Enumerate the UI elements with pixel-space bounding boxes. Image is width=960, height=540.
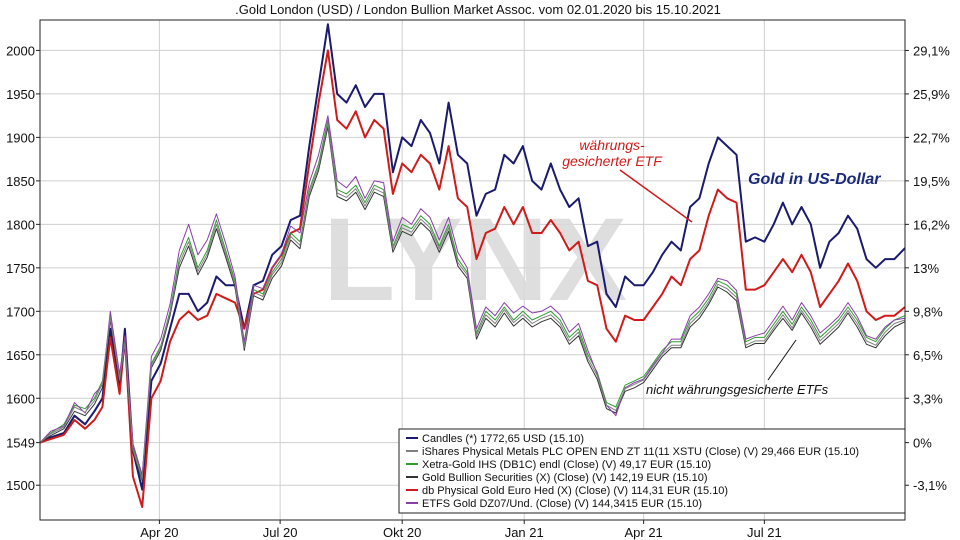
x-tick-label: Apr 21 <box>624 525 662 540</box>
series-line <box>39 23 906 491</box>
y-right-tick-label: 25,9% <box>913 87 950 102</box>
legend-label: iShares Physical Metals PLC OPEN END ZT … <box>422 446 859 458</box>
y-left-tick-label: 1750 <box>6 261 35 276</box>
chart-title: .Gold London (USD) / London Bullion Mark… <box>235 2 721 17</box>
grid <box>40 20 905 520</box>
annotation-hedged-line1: währungs- <box>579 137 645 153</box>
legend-label: Gold Bullion Securities (X) (Close) (V) … <box>422 472 708 484</box>
x-tick-label: Jul 21 <box>747 525 782 540</box>
legend-label: Xetra-Gold IHS (DB1C) endl (Close) (V) 4… <box>422 459 711 471</box>
x-axis: Apr 20 Jul 20 Okt 20 Jan 21 Apr 21 Jul 21 <box>140 520 782 540</box>
y-right-tick-label: 29,1% <box>913 43 950 58</box>
x-tick-label: Jul 20 <box>263 525 298 540</box>
y-left-tick-label: 1800 <box>6 217 35 232</box>
y-right-tick-label: 13% <box>913 261 939 276</box>
y-right-tick-label: -3,1% <box>913 478 947 493</box>
annotation-unhedged-pointer <box>767 339 797 381</box>
x-tick-label: Jan 21 <box>505 525 544 540</box>
legend-box <box>398 428 906 514</box>
annotation-unhedged-etfs: nicht währungsgesicherte ETFs <box>646 339 829 397</box>
y-left-tick-label: 1549 <box>6 436 35 451</box>
y-left-tick-label: 1850 <box>6 174 35 189</box>
y-right-tick-label: 0% <box>913 436 932 451</box>
annotation-hedged-line2: gesicherter ETF <box>562 153 663 169</box>
plot-frame <box>39 19 906 521</box>
legend-label: Candles (*) 1772,65 USD (15.10) <box>422 433 584 445</box>
y-right-tick-label: 6,5% <box>913 348 943 363</box>
y-left-tick-label: 1500 <box>6 478 35 493</box>
legend-label: db Physical Gold Euro Hed (X) (Close) (V… <box>422 485 728 497</box>
y-right-tick-label: 16,2% <box>913 217 950 232</box>
series-line <box>39 126 906 482</box>
y-right-tick-label: 9,8% <box>913 304 943 319</box>
series-line <box>39 49 906 508</box>
series-group <box>39 23 906 508</box>
x-tick-label: Okt 20 <box>383 525 421 540</box>
y-left-tick-label: 2000 <box>6 43 35 58</box>
x-tick-label: Apr 20 <box>140 525 178 540</box>
annotation-unhedged-text: nicht währungsgesicherte ETFs <box>646 382 829 397</box>
y-left-tick-label: 1700 <box>6 304 35 319</box>
series-line <box>39 123 906 480</box>
legend: Candles (*) 1772,65 USD (15.10)iShares P… <box>398 428 906 514</box>
annotation-gold-usd: Gold in US-Dollar <box>748 171 881 188</box>
annotation-hedged-pointer <box>619 169 693 223</box>
y-left-tick-label: 1950 <box>6 87 35 102</box>
series-line <box>39 115 906 476</box>
legend-label: ETFS Gold DZ07/Und. (Close) (V) 144,3415… <box>422 498 702 510</box>
annotation-hedged-etf: währungs- gesicherter ETF <box>562 137 693 223</box>
y-right-tick-label: 3,3% <box>913 391 943 406</box>
watermark-logo: LYNX <box>323 194 627 326</box>
y-right-tick-label: 22,7% <box>913 130 950 145</box>
y-right-tick-label: 19,5% <box>913 174 950 189</box>
y-left-tick-label: 1650 <box>6 348 35 363</box>
y-left-tick-label: 1900 <box>6 130 35 145</box>
y-axis-left: 1500 1549 1600 1650 1700 1750 1800 1850 1900 1950… <box>6 43 40 493</box>
y-left-tick-label: 1600 <box>6 391 35 406</box>
y-axis-right: -3,1% 0% 3,3% 6,5% 9,8% 13% 16,2% 19,5% 22,7% 25,… <box>905 43 950 493</box>
